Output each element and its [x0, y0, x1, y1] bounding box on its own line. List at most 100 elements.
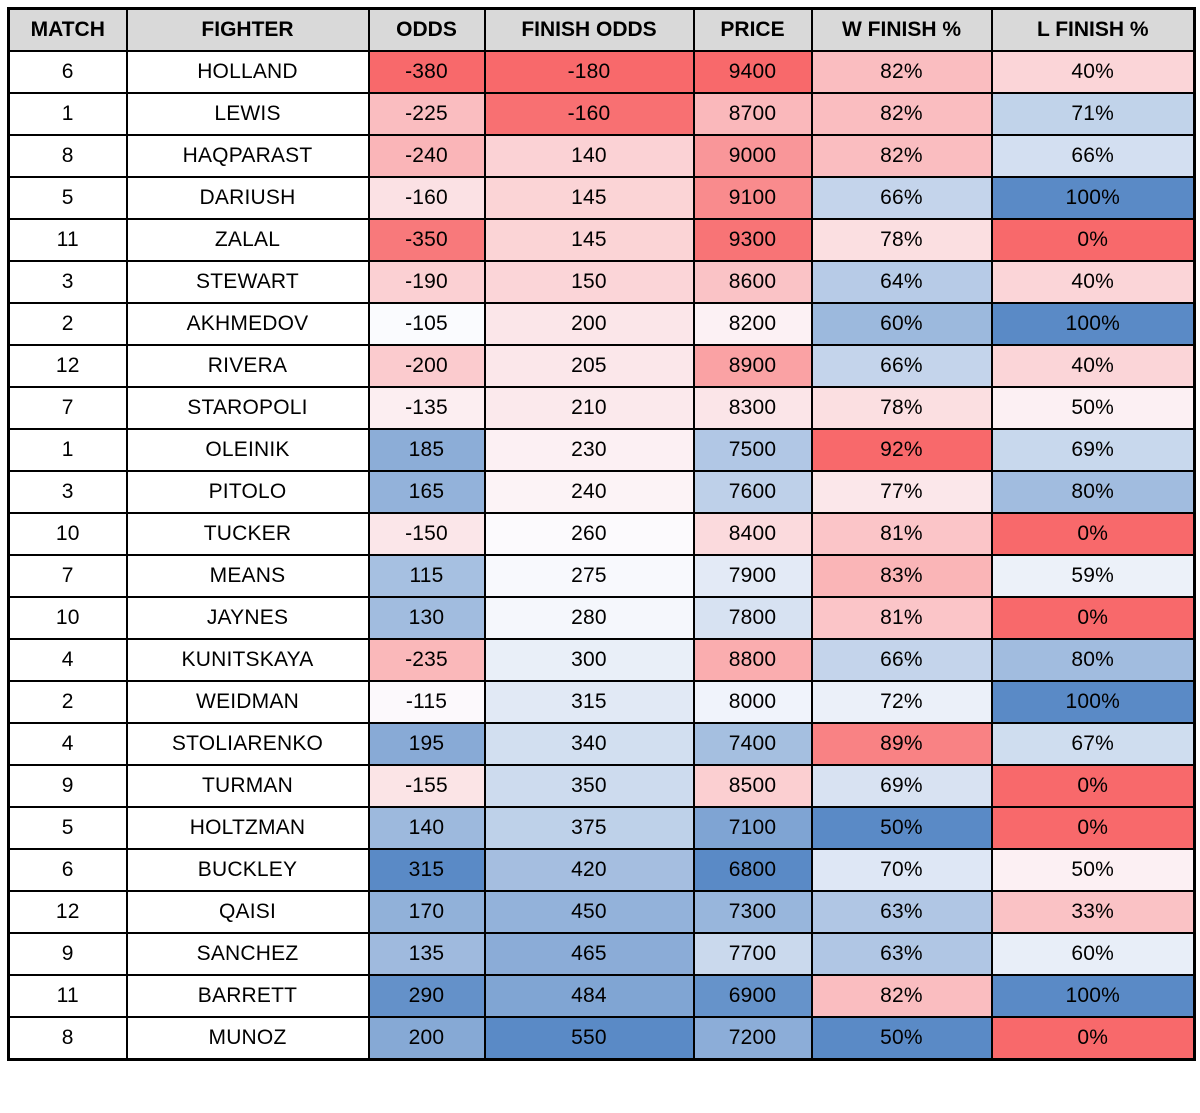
cell-price: 9000: [692, 134, 813, 178]
table-row: 4 KUNITSKAYA -235 300 8800 66% 80%: [7, 638, 1196, 682]
cell-finish_odds: 210: [483, 386, 695, 430]
cell-l_finish: 50%: [990, 386, 1196, 430]
cell-fighter: AKHMEDOV: [125, 302, 370, 346]
cell-finish_odds: 280: [483, 596, 695, 640]
cell-match: 9: [7, 764, 128, 808]
table-row: 11 BARRETT 290 484 6900 82% 100%: [7, 974, 1196, 1018]
cell-odds: -190: [367, 260, 486, 304]
cell-match: 2: [7, 680, 128, 724]
cell-odds: -235: [367, 638, 486, 682]
cell-match: 6: [7, 848, 128, 892]
column-header-finish_odds: FINISH ODDS: [483, 7, 695, 52]
cell-odds: -240: [367, 134, 486, 178]
cell-price: 9300: [692, 218, 813, 262]
cell-finish_odds: 465: [483, 932, 695, 976]
cell-odds: 115: [367, 554, 486, 598]
cell-w_finish: 70%: [810, 848, 993, 892]
cell-l_finish: 66%: [990, 134, 1196, 178]
cell-l_finish: 40%: [990, 344, 1196, 388]
table-row: 9 TURMAN -155 350 8500 69% 0%: [7, 764, 1196, 808]
cell-w_finish: 63%: [810, 932, 993, 976]
cell-fighter: WEIDMAN: [125, 680, 370, 724]
cell-fighter: LEWIS: [125, 92, 370, 136]
cell-price: 9100: [692, 176, 813, 220]
cell-finish_odds: 150: [483, 260, 695, 304]
cell-l_finish: 80%: [990, 470, 1196, 514]
cell-w_finish: 89%: [810, 722, 993, 766]
cell-w_finish: 72%: [810, 680, 993, 724]
cell-l_finish: 60%: [990, 932, 1196, 976]
cell-w_finish: 82%: [810, 50, 993, 94]
cell-finish_odds: 484: [483, 974, 695, 1018]
cell-odds: -155: [367, 764, 486, 808]
cell-finish_odds: 350: [483, 764, 695, 808]
cell-finish_odds: -160: [483, 92, 695, 136]
table-row: 8 MUNOZ 200 550 7200 50% 0%: [7, 1016, 1196, 1061]
cell-l_finish: 67%: [990, 722, 1196, 766]
cell-odds: -200: [367, 344, 486, 388]
table-row: 2 WEIDMAN -115 315 8000 72% 100%: [7, 680, 1196, 724]
cell-price: 7900: [692, 554, 813, 598]
cell-match: 8: [7, 134, 128, 178]
cell-l_finish: 50%: [990, 848, 1196, 892]
table-row: 9 SANCHEZ 135 465 7700 63% 60%: [7, 932, 1196, 976]
cell-finish_odds: -180: [483, 50, 695, 94]
cell-fighter: STAROPOLI: [125, 386, 370, 430]
cell-match: 5: [7, 176, 128, 220]
cell-price: 6900: [692, 974, 813, 1018]
cell-fighter: MUNOZ: [125, 1016, 370, 1061]
cell-match: 10: [7, 512, 128, 556]
table-row: 11 ZALAL -350 145 9300 78% 0%: [7, 218, 1196, 262]
cell-match: 7: [7, 386, 128, 430]
cell-fighter: ZALAL: [125, 218, 370, 262]
cell-fighter: OLEINIK: [125, 428, 370, 472]
cell-price: 7800: [692, 596, 813, 640]
cell-fighter: BUCKLEY: [125, 848, 370, 892]
cell-w_finish: 92%: [810, 428, 993, 472]
cell-l_finish: 0%: [990, 596, 1196, 640]
cell-l_finish: 100%: [990, 302, 1196, 346]
cell-odds: 170: [367, 890, 486, 934]
cell-price: 8500: [692, 764, 813, 808]
table-row: 3 STEWART -190 150 8600 64% 40%: [7, 260, 1196, 304]
cell-odds: -380: [367, 50, 486, 94]
cell-price: 9400: [692, 50, 813, 94]
cell-match: 5: [7, 806, 128, 850]
cell-l_finish: 69%: [990, 428, 1196, 472]
cell-match: 11: [7, 974, 128, 1018]
cell-price: 7600: [692, 470, 813, 514]
cell-price: 8700: [692, 92, 813, 136]
cell-l_finish: 100%: [990, 680, 1196, 724]
cell-match: 3: [7, 470, 128, 514]
cell-odds: -135: [367, 386, 486, 430]
cell-fighter: KUNITSKAYA: [125, 638, 370, 682]
table-row: 12 QAISI 170 450 7300 63% 33%: [7, 890, 1196, 934]
table-row: 4 STOLIARENKO 195 340 7400 89% 67%: [7, 722, 1196, 766]
cell-finish_odds: 300: [483, 638, 695, 682]
cell-odds: 165: [367, 470, 486, 514]
cell-odds: 200: [367, 1016, 486, 1061]
cell-l_finish: 100%: [990, 974, 1196, 1018]
cell-w_finish: 81%: [810, 596, 993, 640]
cell-match: 10: [7, 596, 128, 640]
cell-fighter: RIVERA: [125, 344, 370, 388]
cell-match: 2: [7, 302, 128, 346]
cell-match: 12: [7, 344, 128, 388]
cell-w_finish: 60%: [810, 302, 993, 346]
cell-odds: 130: [367, 596, 486, 640]
cell-price: 8800: [692, 638, 813, 682]
table-row: 2 AKHMEDOV -105 200 8200 60% 100%: [7, 302, 1196, 346]
cell-fighter: PITOLO: [125, 470, 370, 514]
cell-w_finish: 82%: [810, 134, 993, 178]
cell-w_finish: 78%: [810, 386, 993, 430]
cell-odds: -105: [367, 302, 486, 346]
cell-match: 4: [7, 722, 128, 766]
cell-price: 7100: [692, 806, 813, 850]
column-header-price: PRICE: [692, 7, 813, 52]
table-row: 1 OLEINIK 185 230 7500 92% 69%: [7, 428, 1196, 472]
cell-finish_odds: 450: [483, 890, 695, 934]
cell-fighter: JAYNES: [125, 596, 370, 640]
cell-price: 7500: [692, 428, 813, 472]
cell-match: 7: [7, 554, 128, 598]
cell-price: 7200: [692, 1016, 813, 1061]
